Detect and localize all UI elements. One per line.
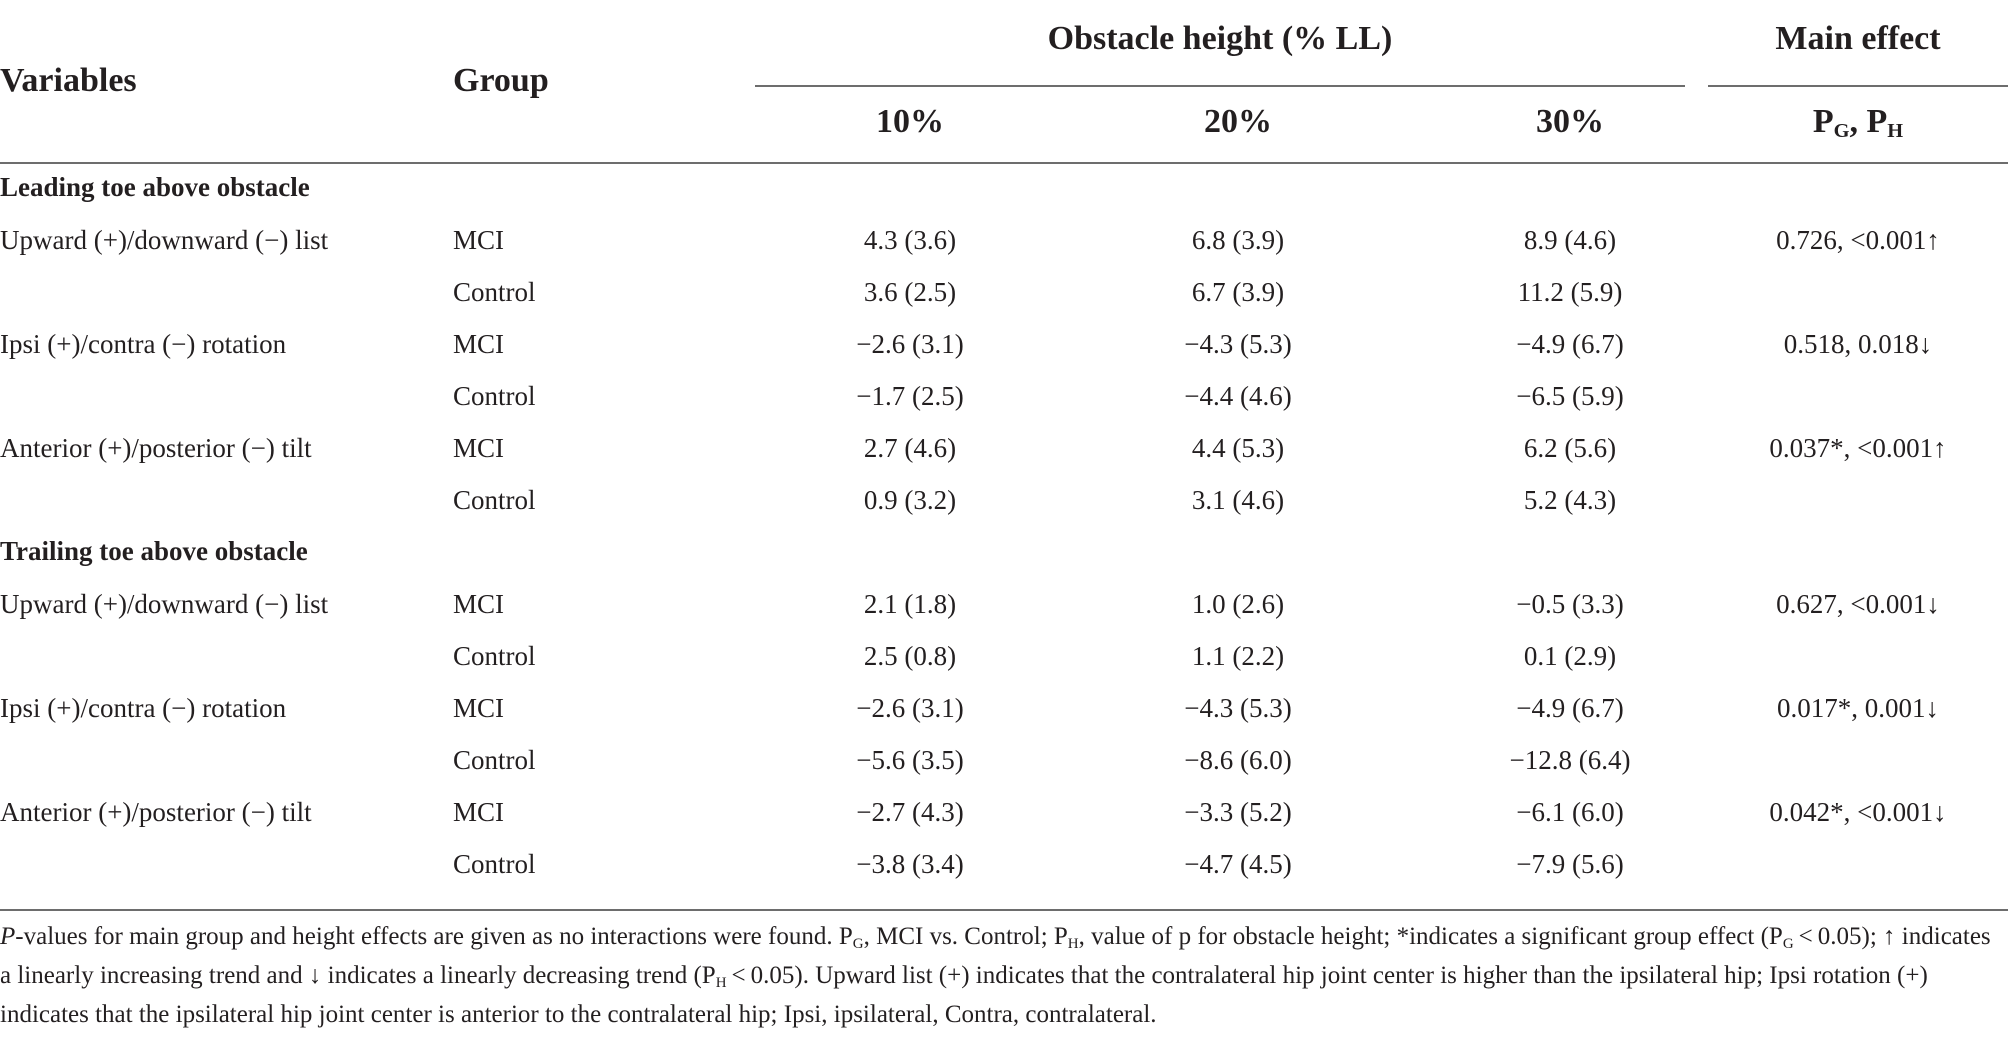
header-col-10: 10% <box>876 103 944 140</box>
section-title-leading: Leading toe above obstacle <box>0 172 310 202</box>
header-group: Group <box>453 62 549 99</box>
table-footnote: P-values for main group and height effec… <box>0 923 1991 1028</box>
header-variables: Variables <box>0 62 137 99</box>
section-title-trailing: Trailing toe above obstacle <box>0 536 308 566</box>
header-subrule-height <box>755 85 1685 87</box>
header-main-effect: Main effect <box>1775 20 1941 57</box>
table-bottom-rule <box>0 909 2008 911</box>
header-bottom-rule <box>0 162 2008 164</box>
header-subrule-effect <box>1708 85 2008 87</box>
header-p-values: PG, PH <box>1812 103 1904 143</box>
header-col-20: 20% <box>1204 103 1272 140</box>
header-col-30: 30% <box>1536 103 1604 140</box>
header-obstacle-height: Obstacle height (% LL) <box>1047 20 1393 57</box>
